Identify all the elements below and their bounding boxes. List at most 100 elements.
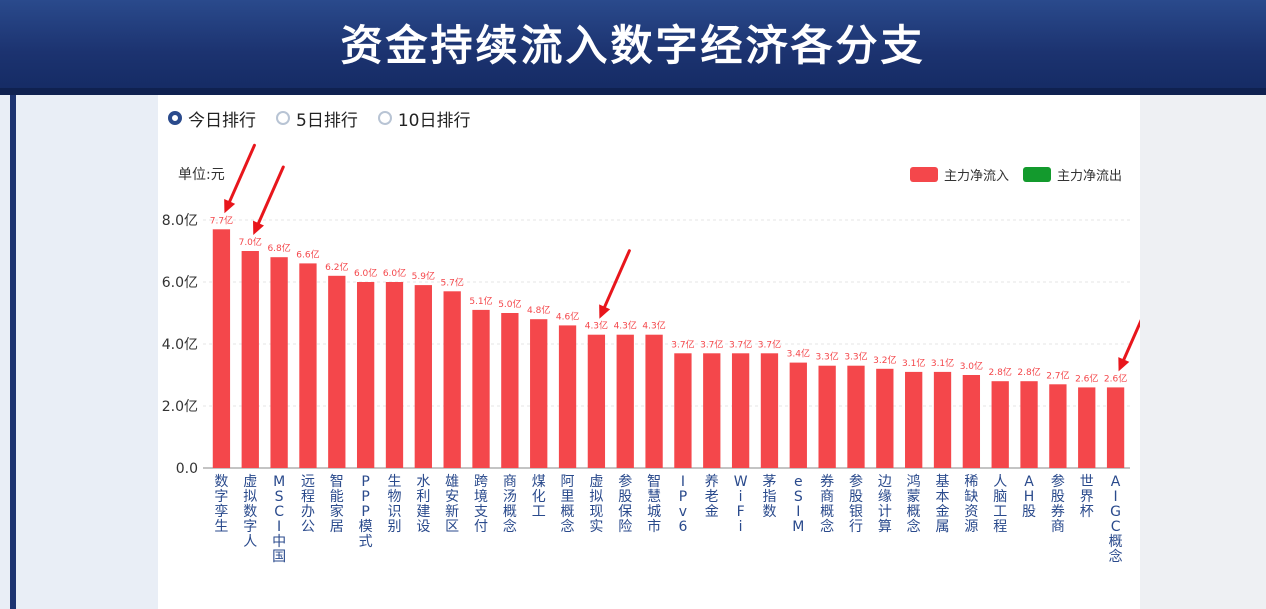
- bar: [731, 353, 750, 468]
- x-tick-label: 数字孪生: [214, 474, 228, 535]
- x-tick-label: 稀缺资源: [964, 474, 978, 535]
- bar: [674, 353, 692, 468]
- rank-option-10day[interactable]: 10日排行: [377, 106, 471, 131]
- rank-option-label: 10日排行: [397, 110, 471, 131]
- x-tick-label: P P P 模式: [359, 474, 373, 550]
- x-tick-label: 人脑工程: [993, 474, 1007, 535]
- bar: [1106, 387, 1125, 468]
- x-tick-label: 煤化工: [532, 474, 546, 520]
- data-label: 4.3亿: [585, 320, 608, 332]
- page-title: 资金持续流入数字经济各分支: [340, 21, 926, 70]
- arrow-head: [599, 304, 611, 319]
- bar: [501, 313, 519, 468]
- x-tick-label: 券商概念: [820, 474, 834, 535]
- rank-option-5day[interactable]: 5日排行: [276, 106, 358, 131]
- bar: [1020, 381, 1038, 468]
- x-tick-label: M S C I 中国: [272, 474, 286, 565]
- data-label: 5.0亿: [498, 298, 521, 310]
- data-label: 6.0亿: [354, 267, 377, 279]
- data-label: 5.1亿: [469, 295, 492, 307]
- data-label: 3.1亿: [902, 357, 925, 369]
- data-label: 3.7亿: [700, 338, 723, 350]
- x-tick-label: 养老金: [705, 474, 719, 520]
- legend-label: 主力净流出: [1057, 169, 1123, 184]
- bar: [703, 353, 721, 468]
- bar: [847, 365, 865, 468]
- bar: [905, 371, 923, 468]
- data-label: 6.6亿: [296, 248, 319, 260]
- x-tick-label: 虚拟数字人: [243, 474, 257, 550]
- x-tick-label: 生物识别: [387, 474, 401, 535]
- left-accent-strip: [10, 95, 16, 609]
- data-label: 2.7亿: [1046, 369, 1069, 381]
- bar: [414, 285, 432, 468]
- bar: [356, 282, 375, 468]
- data-label: 3.7亿: [729, 338, 752, 350]
- data-label: 2.8亿: [989, 366, 1012, 378]
- radio-unselected-icon: [276, 111, 290, 125]
- bar: [645, 334, 663, 468]
- y-tick-label: 6.0亿: [162, 275, 198, 291]
- bar: [760, 353, 779, 468]
- data-label: 4.3亿: [614, 320, 637, 332]
- data-label: 5.9亿: [412, 270, 435, 282]
- bar: [789, 362, 807, 468]
- legend-item-outflow[interactable]: 主力净流出: [1023, 165, 1122, 184]
- x-tick-label: 跨境支付: [474, 474, 488, 535]
- bar: [443, 291, 461, 468]
- data-label: 3.7亿: [758, 338, 781, 350]
- right-margin: [1140, 95, 1266, 609]
- grid-lines: [203, 219, 1130, 407]
- x-tick-label: 水利建设: [416, 474, 430, 535]
- y-tick-label: 0.0: [176, 461, 198, 477]
- bar: [328, 275, 346, 468]
- legend-item-inflow[interactable]: 主力净流入: [910, 165, 1009, 184]
- x-tick-label: 智能家居: [330, 474, 344, 535]
- legend-label: 主力净流入: [944, 169, 1010, 184]
- data-label: 3.3亿: [844, 351, 867, 363]
- arrow-head: [253, 220, 265, 235]
- x-tick-label: 参股保险: [618, 473, 632, 535]
- bar: [876, 368, 894, 468]
- radio-selected-icon: [168, 111, 182, 125]
- data-label: 3.7亿: [671, 338, 694, 350]
- data-label: 3.0亿: [960, 360, 983, 372]
- x-tick-label: 边缘计算: [878, 474, 892, 535]
- y-tick-label: 8.0亿: [162, 213, 198, 229]
- y-tick-label: 2.0亿: [162, 399, 198, 415]
- data-label: 3.1亿: [931, 357, 954, 369]
- data-label: 6.8亿: [267, 242, 290, 254]
- bar: [991, 381, 1009, 468]
- bar: [270, 257, 288, 468]
- data-label: 4.8亿: [527, 304, 550, 316]
- x-tick-label: A I G C 概念: [1109, 474, 1123, 565]
- bar: [530, 319, 548, 468]
- rank-option-label: 5日排行: [296, 110, 358, 131]
- arrow-shaft: [255, 165, 285, 228]
- rank-option-today[interactable]: 今日排行: [168, 106, 256, 131]
- bar: [933, 371, 952, 468]
- data-label: 5.7亿: [441, 276, 464, 288]
- x-tick-label: 参股银行: [849, 473, 863, 535]
- data-label: 3.2亿: [873, 354, 896, 366]
- rank-options: 今日排行 5日排行 10日排行: [168, 104, 470, 132]
- arrow-shaft: [1121, 319, 1140, 364]
- data-label: 6.2亿: [325, 261, 348, 273]
- bar: [1049, 384, 1067, 468]
- left-margin: [0, 95, 158, 609]
- data-label: 6.0亿: [383, 267, 406, 279]
- bar: [1078, 387, 1096, 468]
- x-tick-label: 世界杯: [1080, 474, 1094, 520]
- data-label: 3.3亿: [815, 351, 838, 363]
- bar: [962, 375, 981, 468]
- x-tick-label: 智慧城市: [647, 474, 661, 535]
- data-label: 2.6亿: [1104, 372, 1127, 384]
- bar: [212, 229, 231, 468]
- x-tick-label: 参股券商: [1051, 473, 1065, 535]
- x-tick-label: 基本金属: [936, 473, 950, 535]
- chart-legend: 主力净流入 主力净流出: [910, 165, 1122, 184]
